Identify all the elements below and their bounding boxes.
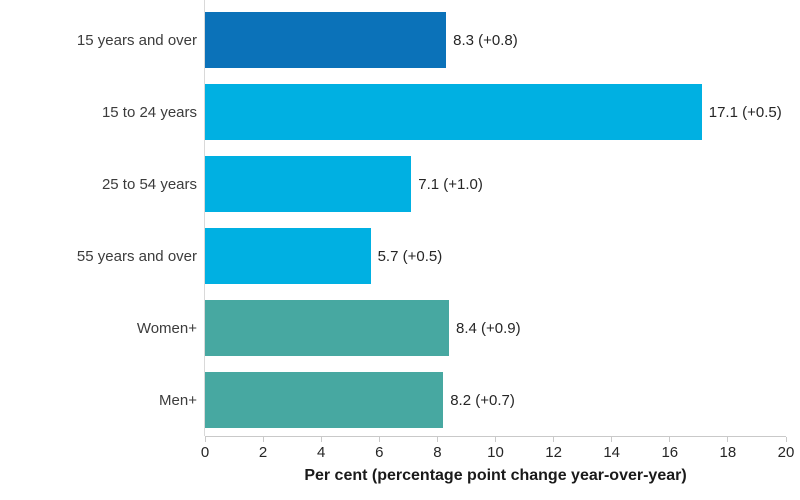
value-label: 8.3 (+0.8) xyxy=(453,31,518,49)
tick-label: 2 xyxy=(258,444,268,461)
x-axis: 0 2 4 6 8 10 12 14 16 18 20 xyxy=(201,436,794,463)
y-axis-baseline xyxy=(204,0,205,436)
bar[interactable] xyxy=(205,156,412,212)
bar-track: 8.3 (+0.8) xyxy=(205,12,786,68)
bar[interactable] xyxy=(205,372,444,428)
tick-label: 0 xyxy=(200,444,210,461)
bar-row: 55 years and over 5.7 (+0.5) xyxy=(0,220,786,292)
category-label: 15 to 24 years xyxy=(101,103,197,121)
value-label: 17.1 (+0.5) xyxy=(708,103,782,121)
category-label: Women+ xyxy=(136,319,197,337)
bar-row: 15 years and over 8.3 (+0.8) xyxy=(0,4,786,76)
tick-label: 16 xyxy=(661,444,679,461)
tick-mark xyxy=(320,437,322,442)
bar-track: 8.4 (+0.9) xyxy=(205,300,786,356)
category-label: 25 to 54 years xyxy=(101,175,197,193)
bar[interactable] xyxy=(205,12,447,68)
tick-label: 18 xyxy=(719,444,737,461)
tick-label: 20 xyxy=(777,444,795,461)
bar[interactable] xyxy=(205,300,450,356)
tick-mark xyxy=(262,437,264,442)
tick-mark xyxy=(436,437,438,442)
value-label: 8.4 (+0.9) xyxy=(456,319,521,337)
x-axis-title: Per cent (percentage point change year-o… xyxy=(304,467,687,484)
tick-mark xyxy=(495,437,496,442)
tick-label: 6 xyxy=(375,444,384,461)
tick-label: 12 xyxy=(545,444,562,461)
bar-track: 17.1 (+0.5) xyxy=(205,84,786,140)
bar-track: 5.7 (+0.5) xyxy=(205,228,786,284)
tick-mark xyxy=(785,437,787,442)
bar-track: 7.1 (+1.0) xyxy=(205,156,786,212)
category-label: 15 years and over xyxy=(76,31,197,49)
bar-row: 25 to 54 years 7.1 (+1.0) xyxy=(0,148,786,220)
value-label: 7.1 (+1.0) xyxy=(418,175,483,193)
tick-mark xyxy=(611,437,613,442)
tick-mark xyxy=(669,437,671,442)
chart-rows: 15 years and over 8.3 (+0.8) 15 to 24 year… xyxy=(0,4,786,436)
tick-label: 10 xyxy=(487,444,504,461)
bar[interactable] xyxy=(205,84,702,140)
tick-mark xyxy=(727,437,729,442)
bar-track: 8.2 (+0.7) xyxy=(205,372,786,428)
tick-label: 8 xyxy=(433,444,442,461)
value-label: 5.7 (+0.5) xyxy=(377,247,443,265)
tick-mark xyxy=(378,437,380,442)
tick-label: 14 xyxy=(603,444,621,461)
bar-row: Men+ 8.2 (+0.7) xyxy=(0,364,786,436)
category-label: Men+ xyxy=(159,391,197,409)
bar-row: 15 to 24 years 17.1 (+0.5) xyxy=(0,76,786,148)
value-label: 8.2 (+0.7) xyxy=(450,391,515,409)
bar-row: Women+ 8.4 (+0.9) xyxy=(0,292,786,364)
tick-mark xyxy=(204,437,206,442)
tick-mark xyxy=(553,437,555,442)
tick-label: 4 xyxy=(317,444,326,461)
bar[interactable] xyxy=(205,228,371,284)
category-label: 55 years and over xyxy=(76,247,197,265)
